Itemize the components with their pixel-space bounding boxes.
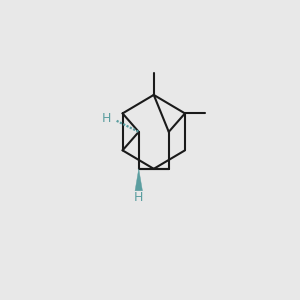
Polygon shape [135, 169, 142, 191]
Text: H: H [102, 112, 111, 124]
Text: H: H [134, 191, 143, 204]
